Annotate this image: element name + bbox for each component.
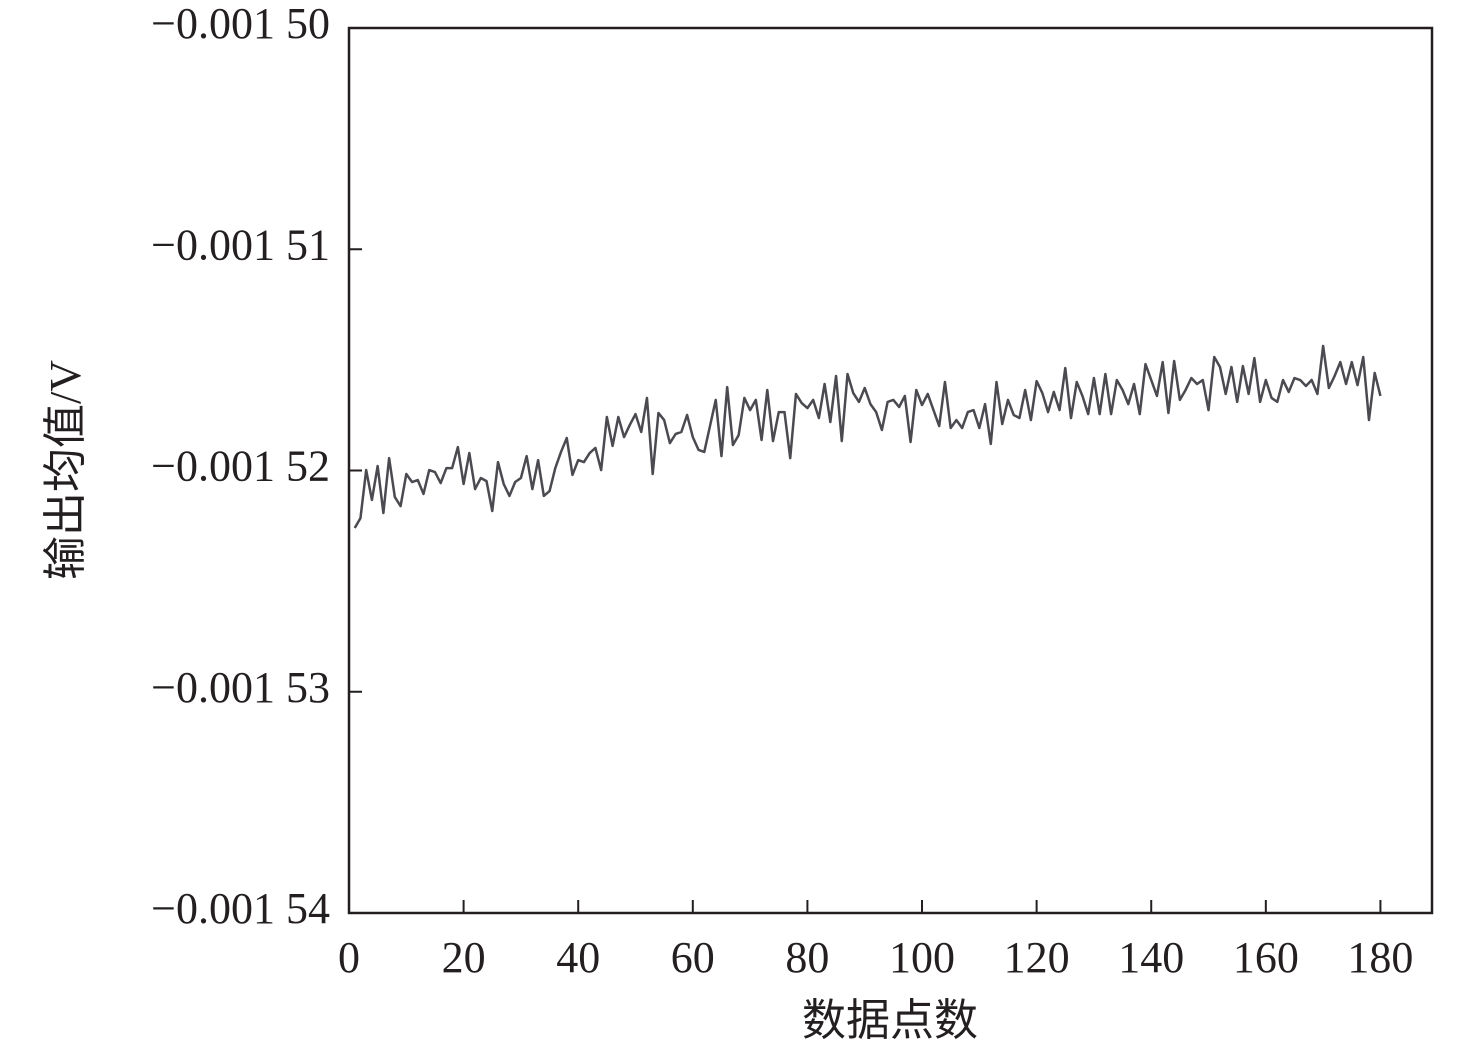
x-tick-label: 160 [1233,933,1299,982]
x-tick-label: 120 [1004,933,1070,982]
x-axis-title: 数据点数 [802,996,978,1045]
x-tick-label: 100 [889,933,955,982]
x-tick-label: 0 [338,933,360,982]
x-tick-label: 20 [442,933,486,982]
x-tick-label: 140 [1118,933,1184,982]
x-tick-label: 180 [1347,933,1413,982]
x-tick-label: 60 [671,933,715,982]
x-tick-label: 40 [556,933,600,982]
data-line [353,344,1382,529]
x-tick-label: 80 [785,933,829,982]
y-axis-title: 输出均值/V [41,360,90,580]
plot-frame [347,26,1434,915]
y-tick-label: −0.001 51 [151,220,330,269]
y-tick-label: −0.001 54 [151,884,330,933]
y-tick-label: −0.001 53 [151,663,330,712]
y-tick-label: −0.001 52 [151,442,330,491]
y-tick-label: −0.001 50 [151,0,330,48]
